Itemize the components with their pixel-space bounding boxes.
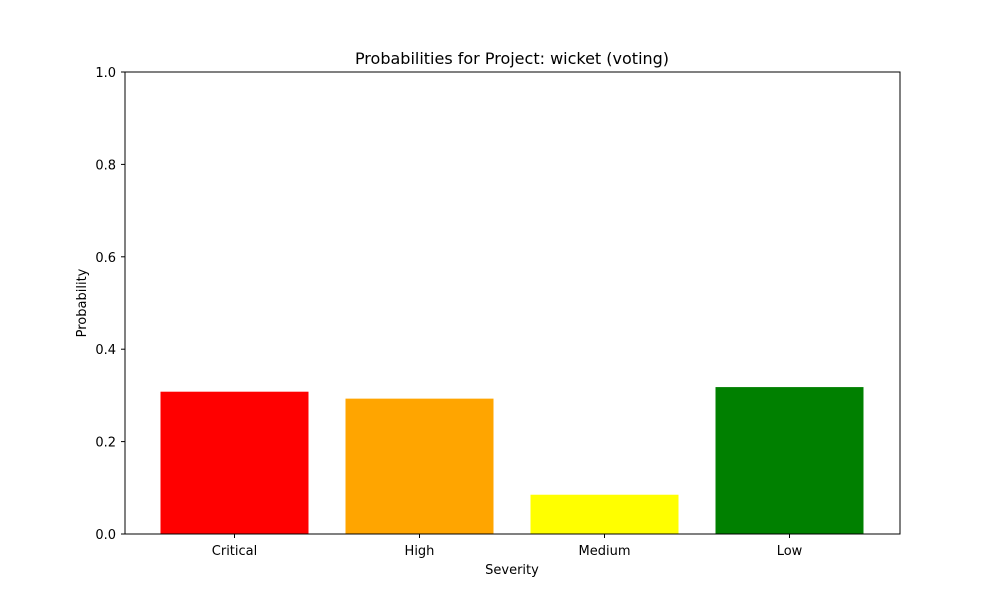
y-tick-label: 0.0: [95, 528, 116, 543]
y-axis: 0.0 0.2 0.4 0.6 0.8 1.0: [95, 66, 125, 543]
bar-low: [715, 387, 864, 534]
x-tick-label: High: [405, 544, 435, 559]
bar-high: [345, 398, 494, 534]
y-tick-label: 0.6: [95, 251, 116, 266]
x-axis-label: Severity: [485, 563, 539, 578]
y-tick-label: 1.0: [95, 66, 116, 81]
bars-layer: [160, 387, 864, 534]
y-axis-label: Probability: [75, 268, 90, 337]
bar-medium: [530, 494, 679, 534]
y-tick-label: 0.4: [95, 343, 116, 358]
plot-frame: [124, 71, 901, 535]
y-tick-label: 0.2: [95, 436, 116, 451]
x-axis: Critical High Medium Low: [212, 534, 803, 559]
bar-critical: [160, 391, 309, 534]
x-tick-label: Critical: [212, 544, 257, 559]
x-tick-label: Low: [777, 544, 803, 559]
y-tick-label: 0.8: [95, 158, 116, 173]
x-tick-label: Medium: [579, 544, 631, 559]
chart-title: Probabilities for Project: wicket (votin…: [355, 49, 669, 68]
